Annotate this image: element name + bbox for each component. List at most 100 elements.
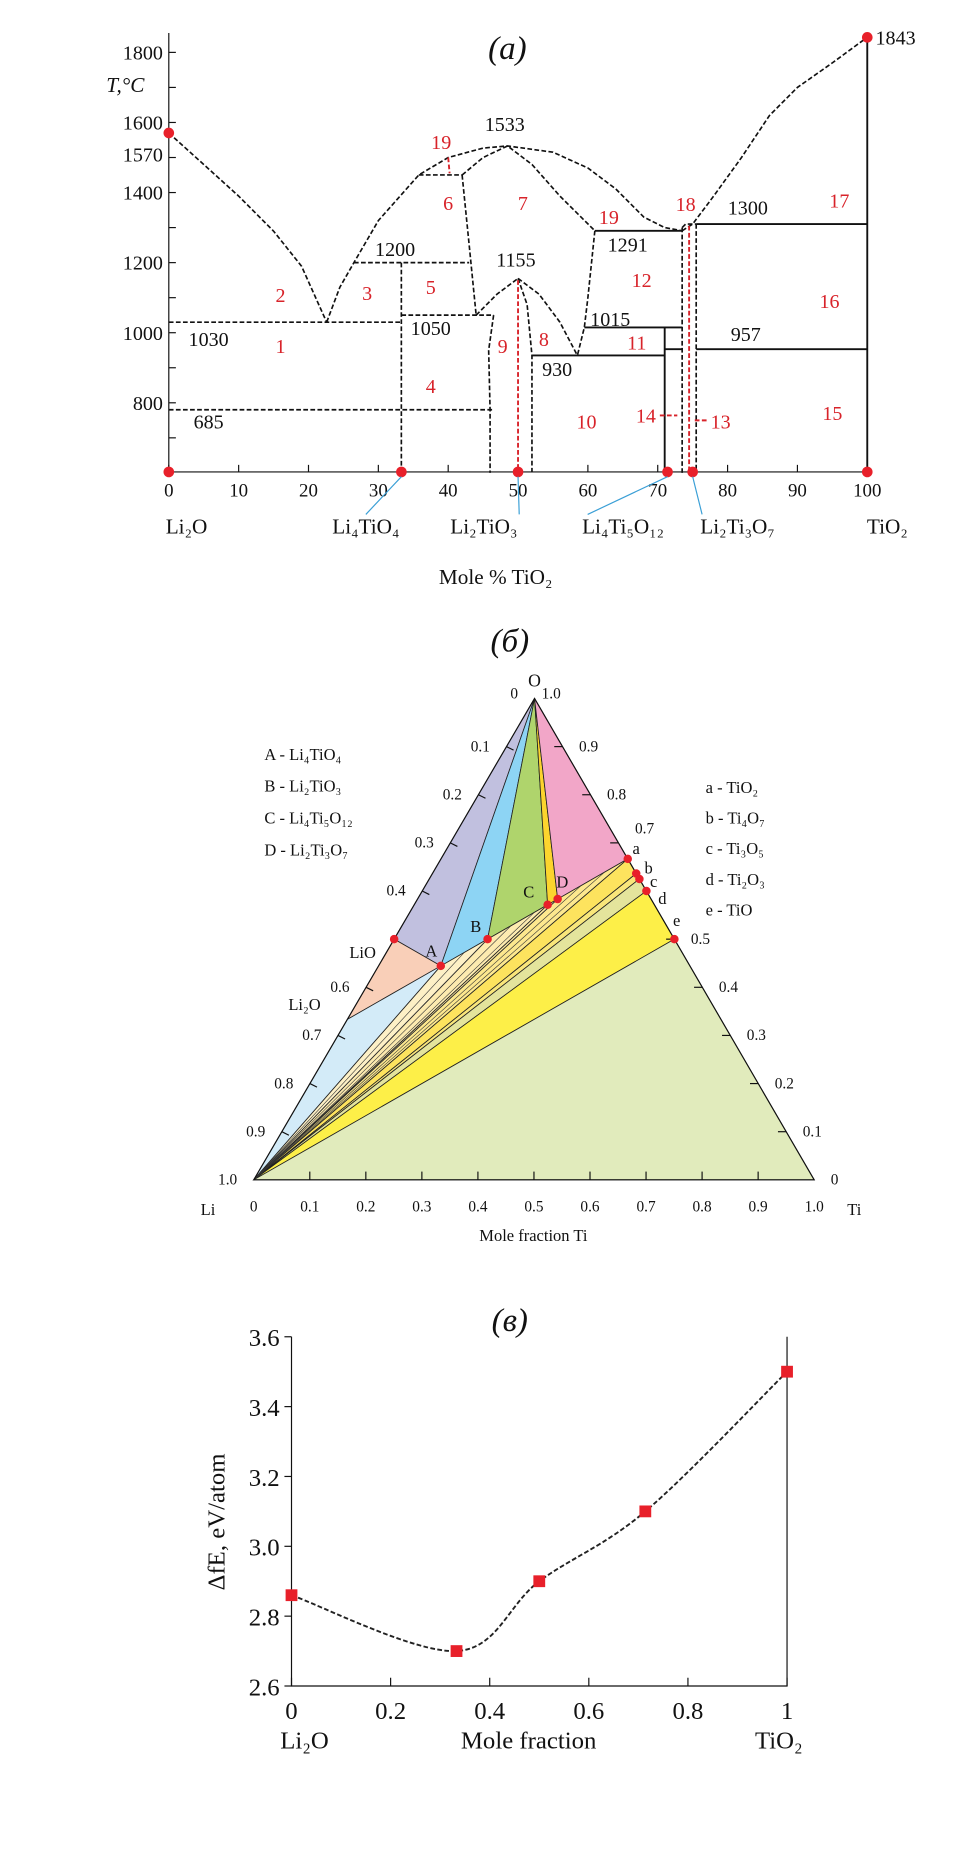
right-tick-label: 0.8 xyxy=(607,786,626,803)
temperature-label: 1200 xyxy=(375,239,415,261)
compound-point xyxy=(389,934,399,944)
compound-point xyxy=(553,894,562,904)
phase-region-label: 7 xyxy=(518,193,528,215)
compound-point xyxy=(642,886,651,896)
compound-marker xyxy=(396,466,407,478)
panel-a-title: (a) xyxy=(488,31,527,67)
tie-line xyxy=(253,925,512,1181)
legend-entry: e - TiO xyxy=(706,901,753,920)
x-left-compound: Li₂O xyxy=(280,1728,329,1755)
compound-point-label: B xyxy=(470,917,481,936)
compound-point-label: Li₂O xyxy=(288,995,320,1014)
compound-point xyxy=(623,854,632,864)
x-tick-label: 0.2 xyxy=(375,1698,406,1725)
tie-line xyxy=(253,898,558,1181)
left-tick-label: 0.1 xyxy=(471,738,490,755)
compound-label: Li₄Ti₅O₁₂ xyxy=(582,514,664,538)
legend-entry: A - Li₄TiO₄ xyxy=(264,745,341,764)
temperature-label: 1050 xyxy=(411,318,451,340)
left-tick xyxy=(450,842,458,847)
x-tick-label: 20 xyxy=(299,481,318,502)
y-tick-label: 2.6 xyxy=(249,1674,280,1701)
tie-line xyxy=(253,952,465,1181)
left-tick-label: 0.9 xyxy=(246,1123,265,1140)
compound-marker xyxy=(163,466,175,478)
bottom-tick-label: 0.2 xyxy=(356,1199,375,1216)
bottom-tick-label: 0.1 xyxy=(300,1199,319,1216)
phase-region-label: 19 xyxy=(431,132,451,154)
compound-leader-line xyxy=(692,476,703,515)
temperature-label: 685 xyxy=(194,411,224,433)
x-tick-label: 1 xyxy=(781,1698,793,1725)
phase-boundary-dashed xyxy=(681,36,868,232)
x-right-compound: TiO₂ xyxy=(755,1728,803,1755)
left-tick xyxy=(478,794,486,799)
phase-boundaries xyxy=(168,36,869,473)
bottom-tick-label: 0.4 xyxy=(468,1199,487,1216)
phase-region-label: 11 xyxy=(627,332,646,354)
bottom-tick-label: 1.0 xyxy=(805,1199,824,1216)
ternary-ticks: 0 0.1 0.2 0.3 0.4 0.5 0.6 0.7 0.8 0.9 1.0 0 0.1 0.2 0.… xyxy=(201,671,862,1220)
left-tick-label: 0.4 xyxy=(387,883,406,900)
phase-boundary-red xyxy=(447,157,451,174)
phase-boundary-dashed xyxy=(325,145,683,323)
bottom-tick-label: 0.6 xyxy=(580,1199,599,1216)
phase-boundary-dashed xyxy=(681,223,697,229)
x-tick-label: 30 xyxy=(369,481,388,502)
temperature-label: 1155 xyxy=(496,250,535,272)
y-tick-label: 1800 xyxy=(123,42,163,64)
left-tick-label: 0 xyxy=(510,685,518,702)
right-tick-label: 0.7 xyxy=(635,820,654,837)
legend-entry: c - Ti₃O₅ xyxy=(706,839,764,858)
compound-label: Li₂TiO₃ xyxy=(450,514,517,538)
phase-region-label: 17 xyxy=(829,191,849,213)
data-point xyxy=(639,1505,652,1518)
phase-diagram-panel: (a) T,°C Mole % TiO₂ 0 10 20 30 40 50 60 70 80 90… xyxy=(106,27,915,589)
y-tick-label: 2.8 xyxy=(249,1605,280,1632)
data-point xyxy=(285,1589,298,1602)
ternary-legend: A - Li₄TiO₄ B - Li₂TiO₃ C - Li₄Ti₅O₁₂ D - L… xyxy=(264,745,764,920)
compound-point xyxy=(436,961,446,971)
compound-point-label: b xyxy=(644,858,652,877)
temperature-label: 1300 xyxy=(728,198,768,220)
axes-frame xyxy=(290,1336,788,1687)
x-tick-label: 0.4 xyxy=(474,1698,505,1725)
phase-boundary-dashed xyxy=(168,132,328,323)
left-tick-label: 0.8 xyxy=(274,1075,293,1092)
energy-series xyxy=(285,1365,793,1657)
x-tick-label: 90 xyxy=(788,481,807,502)
compound-marker xyxy=(687,466,698,478)
phase-region-label: 2 xyxy=(276,285,286,307)
ternary-x-label: Mole fraction Ti xyxy=(479,1226,588,1245)
compound-leader-line xyxy=(517,476,520,515)
y-tick-label: 3.0 xyxy=(249,1535,280,1562)
x-tick-label: 0.8 xyxy=(672,1698,703,1725)
compound-point xyxy=(635,874,644,884)
phase-boundary-dashed xyxy=(461,174,477,316)
tie-line xyxy=(253,872,605,1181)
compound-label: Li₂Ti₃O₇ xyxy=(700,514,774,538)
phase-region-label: 13 xyxy=(711,411,731,433)
formation-energy-panel: (в) ΔfE, eV/atom Mole fraction Li₂O TiO₂… xyxy=(203,1303,802,1755)
left-tick xyxy=(309,1083,318,1088)
y-tick-label: 1400 xyxy=(123,183,163,205)
melting-point-marker xyxy=(861,32,873,43)
right-tick-label: 0.2 xyxy=(775,1075,794,1092)
ternary-regions xyxy=(252,697,816,1181)
left-tick-label: 0.6 xyxy=(330,979,349,996)
left-tick xyxy=(421,890,430,896)
temperature-label: 930 xyxy=(542,359,572,381)
right-tick-label: 0.3 xyxy=(747,1027,766,1044)
compound-point xyxy=(670,934,679,944)
energy-curve xyxy=(291,1371,788,1653)
temperature-label: 957 xyxy=(731,324,761,346)
temperature-label: 1015 xyxy=(590,309,630,331)
compound-point-label: C xyxy=(523,883,534,902)
compound-marker xyxy=(861,466,873,478)
data-point xyxy=(450,1645,463,1657)
x-tick-label: 40 xyxy=(439,481,458,502)
compound-label: Li₄TiO₄ xyxy=(332,514,399,538)
data-point xyxy=(533,1575,546,1588)
y-axis-label: T,°C xyxy=(106,73,145,97)
left-tick xyxy=(337,1034,346,1040)
